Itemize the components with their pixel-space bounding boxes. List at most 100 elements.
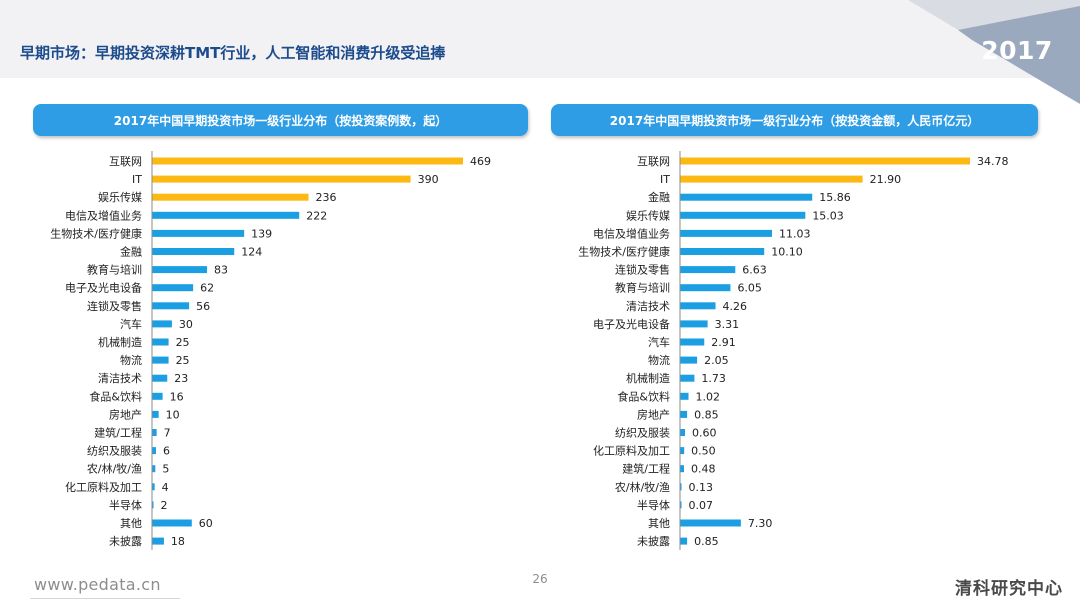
- cases-category-label: 食品&饮料: [89, 389, 142, 403]
- cases-value-label: 2: [161, 499, 168, 512]
- cases-category-label: 未披露: [109, 534, 142, 548]
- amount-category-label: IT: [660, 173, 670, 186]
- cases-bar: [152, 465, 156, 473]
- amount-bar: [680, 410, 688, 418]
- cases-bar: [152, 175, 411, 183]
- amount-category-label: 汽车: [648, 335, 670, 349]
- cases-category-label: 机械制造: [98, 335, 142, 349]
- cases-value-label: 7: [164, 427, 171, 440]
- amount-category-label: 食品&饮料: [617, 389, 670, 403]
- cases-bar: [152, 211, 300, 219]
- cases-value-label: 25: [176, 354, 190, 367]
- amount-bar: [680, 338, 705, 346]
- amount-value-label: 6.05: [737, 282, 762, 295]
- amount-category-label: 清洁技术: [626, 300, 670, 313]
- cases-bar: [152, 193, 309, 201]
- amount-category-label: 农/林/牧/渔: [615, 480, 670, 494]
- cases-value-label: 60: [199, 517, 213, 530]
- cases-bar: [152, 229, 245, 237]
- cases-category-label: 半导体: [109, 498, 142, 512]
- amount-bar: [680, 447, 685, 455]
- amount-value-label: 3.31: [715, 318, 740, 331]
- amount-value-label: 0.50: [691, 445, 716, 458]
- cases-category-label: 建筑/工程: [94, 426, 142, 440]
- cases-value-label: 5: [162, 463, 169, 476]
- amount-bar: [680, 248, 765, 255]
- amount-category-label: 金融: [648, 190, 670, 204]
- cases-bar: [152, 392, 163, 400]
- amount-category-label: 连锁及零售: [615, 263, 670, 277]
- amount-value-label: 0.60: [692, 427, 717, 440]
- cases-category-label: 纺织及服装: [87, 444, 142, 458]
- cases-category-label: 电信及增值业务: [65, 208, 142, 222]
- amount-category-label: 互联网: [637, 155, 670, 168]
- cases-bar: [152, 266, 208, 274]
- cases-category-label: 清洁技术: [98, 372, 142, 385]
- amount-value-label: 15.86: [819, 191, 851, 204]
- cases-bar: [152, 374, 168, 382]
- cases-bar: [152, 537, 164, 545]
- amount-bar: [680, 465, 685, 473]
- amount-bar: [680, 356, 698, 364]
- amount-bar: [680, 302, 716, 310]
- cases-category-label: 其他: [120, 517, 142, 530]
- cases-value-label: 139: [251, 227, 272, 240]
- cases-category-label: 教育与培训: [87, 263, 142, 277]
- amount-value-label: 2.91: [711, 336, 736, 349]
- footer-divider: [30, 598, 180, 599]
- amount-value-label: 11.03: [779, 227, 811, 240]
- amount-bar: [680, 193, 813, 201]
- cases-value-label: 30: [179, 318, 193, 331]
- amount-bar: [680, 211, 806, 219]
- cases-bar: [152, 410, 159, 418]
- amount-category-label: 化工原料及加工: [593, 444, 670, 458]
- amount-value-label: 34.78: [977, 155, 1009, 168]
- cases-value-label: 469: [470, 155, 491, 168]
- amount-category-label: 机械制造: [626, 371, 670, 385]
- cases-value-label: 25: [176, 336, 190, 349]
- amount-category-label: 房地产: [637, 407, 670, 421]
- amount-bar: [680, 483, 682, 491]
- cases-value-label: 390: [418, 173, 439, 186]
- page-title: 早期市场：早期投资深耕TMT行业，人工智能和消费升级受追捧: [20, 44, 446, 62]
- cases-bar: [152, 338, 169, 346]
- cases-value-label: 4: [162, 481, 169, 494]
- amount-category-label: 物流: [648, 353, 670, 367]
- cases-value-label: 18: [171, 535, 185, 548]
- amount-value-label: 0.13: [689, 481, 714, 494]
- amount-category-label: 建筑/工程: [622, 462, 670, 476]
- cases-value-label: 222: [306, 209, 327, 222]
- amount-category-label: 娱乐传媒: [626, 208, 670, 222]
- header-band: [0, 0, 1080, 78]
- amount-bar: [680, 374, 695, 382]
- footer-url: www.pedata.cn: [34, 575, 161, 594]
- amount-value-label: 1.73: [701, 372, 726, 385]
- brand-logo-text: 清科研究中心: [955, 579, 1063, 599]
- amount-value-label: 2.05: [704, 354, 729, 367]
- cases-value-label: 6: [163, 445, 170, 458]
- cases-bar: [152, 284, 194, 292]
- amount-value-label: 4.26: [723, 300, 748, 313]
- amount-bar: [680, 320, 708, 328]
- amount-bar-chart: 互联网 34.78 IT 21.90 金融 15.86 娱乐传媒 15.03 电信及增值业务 11…: [578, 151, 1009, 550]
- cases-value-label: 62: [200, 282, 214, 295]
- amount-bar: [680, 229, 772, 237]
- cases-value-label: 10: [166, 408, 180, 421]
- cases-bar: [152, 483, 155, 491]
- cases-value-label: 83: [214, 264, 228, 277]
- amount-value-label: 15.03: [812, 209, 844, 222]
- cases-bar: [152, 501, 154, 509]
- amount-category-label: 教育与培训: [615, 281, 670, 295]
- cases-category-label: 金融: [120, 245, 142, 259]
- amount-category-label: 半导体: [637, 498, 670, 512]
- cases-category-label: 化工原料及加工: [65, 480, 142, 494]
- cases-value-label: 236: [315, 191, 336, 204]
- amount-value-label: 7.30: [748, 517, 773, 530]
- cases-bar: [152, 248, 235, 255]
- amount-bar: [680, 284, 731, 292]
- amount-bar: [680, 266, 736, 274]
- amount-category-label: 未披露: [637, 534, 670, 548]
- cases-category-label: 房地产: [109, 407, 142, 421]
- amount-category-label: 纺织及服装: [615, 426, 670, 440]
